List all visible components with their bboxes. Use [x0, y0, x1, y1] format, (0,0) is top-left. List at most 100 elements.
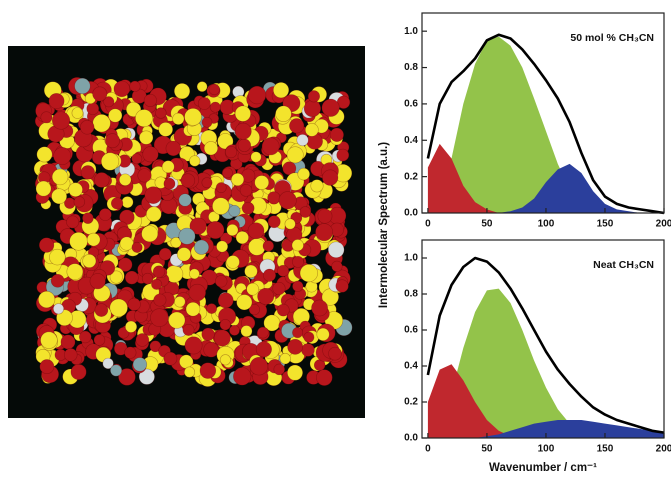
- atom: [86, 232, 101, 247]
- x-tick-label: 50: [481, 219, 493, 230]
- line: [426, 33, 665, 215]
- x-tick-label: 200: [656, 444, 671, 455]
- line: [426, 256, 665, 434]
- atom: [118, 257, 133, 272]
- atom: [129, 80, 141, 92]
- atom: [117, 327, 130, 339]
- atom: [272, 82, 290, 99]
- atom: [35, 180, 52, 197]
- atom: [196, 81, 208, 93]
- atom: [185, 301, 201, 317]
- plot-frame: [421, 239, 665, 439]
- atom: [102, 357, 114, 370]
- y-tick-label: 0.6: [404, 99, 418, 110]
- atom: [173, 83, 191, 100]
- atom: [49, 248, 66, 266]
- atom: [189, 268, 200, 280]
- x-tick-label: 150: [597, 444, 614, 455]
- atom: [203, 141, 219, 156]
- atom: [119, 173, 132, 186]
- atom: [291, 239, 304, 252]
- atom: [215, 182, 227, 193]
- atom: [262, 240, 274, 252]
- atom: [206, 221, 225, 240]
- area: [427, 288, 664, 438]
- y-axis-label: Intermolecular Spectrum (a.u.): [378, 142, 390, 308]
- atom: [132, 357, 148, 372]
- atom: [176, 247, 192, 262]
- atom: [287, 364, 303, 381]
- atom: [229, 324, 240, 336]
- x-tick-label: 200: [656, 219, 671, 230]
- atom: [149, 340, 162, 353]
- atom: [188, 283, 206, 302]
- atom: [141, 272, 154, 285]
- x-tick-label: 150: [597, 219, 614, 230]
- atom: [153, 293, 167, 307]
- atom: [257, 287, 275, 305]
- atom: [267, 191, 281, 205]
- atom: [38, 237, 55, 253]
- atom: [36, 146, 53, 163]
- atom: [70, 363, 87, 380]
- x-tick-label: 100: [538, 444, 555, 455]
- atom: [278, 191, 297, 210]
- atom: [276, 303, 290, 317]
- atom: [98, 208, 112, 221]
- atom: [56, 309, 73, 327]
- atom: [53, 147, 72, 166]
- atom: [208, 83, 220, 96]
- atom: [165, 140, 182, 157]
- atom: [158, 247, 172, 261]
- y-tick-label: 0.0: [404, 433, 418, 444]
- atom: [110, 197, 124, 210]
- atom: [108, 108, 123, 123]
- atom: [257, 326, 269, 339]
- atom: [222, 167, 233, 179]
- atom: [125, 320, 138, 333]
- molecule-cluster: [33, 77, 353, 387]
- area: [427, 163, 664, 213]
- atom: [137, 168, 152, 183]
- atom: [201, 177, 213, 189]
- atom: [316, 369, 333, 386]
- atom: [219, 319, 231, 331]
- atom: [143, 93, 157, 108]
- atom: [311, 299, 328, 317]
- atom: [331, 260, 343, 272]
- atom: [303, 331, 315, 343]
- atom: [236, 294, 253, 311]
- atom: [48, 93, 65, 109]
- atom: [142, 146, 159, 163]
- atom: [51, 168, 69, 186]
- atom: [50, 273, 65, 288]
- atom: [322, 169, 339, 186]
- atom: [135, 109, 154, 128]
- atom: [163, 177, 176, 190]
- x-axis-label: Wavenumber / cm⁻¹: [489, 462, 597, 474]
- atom: [272, 281, 286, 296]
- atom: [284, 218, 296, 230]
- atom: [292, 327, 304, 339]
- atom: [119, 236, 134, 251]
- atom: [235, 230, 249, 245]
- atom: [66, 263, 84, 280]
- atom: [170, 236, 182, 249]
- atom: [150, 308, 169, 327]
- atom: [109, 270, 123, 284]
- atom: [240, 325, 253, 338]
- atom: [209, 101, 221, 113]
- atom: [255, 341, 272, 358]
- y-tick-label: 1.0: [404, 26, 418, 37]
- atom: [110, 364, 123, 377]
- atom: [182, 323, 195, 336]
- atom: [51, 111, 71, 130]
- atom: [203, 341, 219, 358]
- atom: [113, 80, 131, 98]
- atom: [303, 99, 322, 118]
- atom: [250, 151, 262, 163]
- atom: [63, 348, 78, 362]
- atom: [74, 77, 91, 95]
- atom: [279, 353, 291, 365]
- atom: [321, 98, 340, 117]
